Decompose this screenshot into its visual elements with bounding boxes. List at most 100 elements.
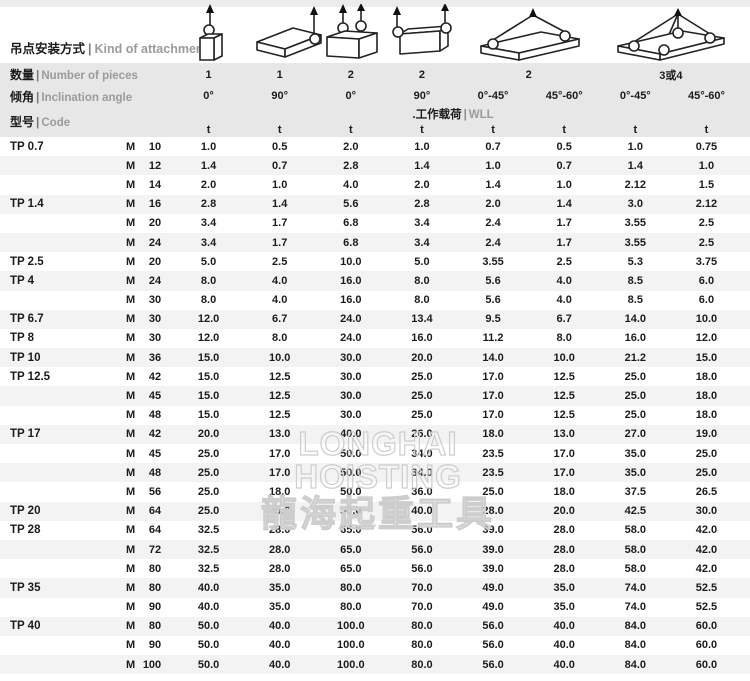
thread-letter: M [126,639,136,652]
wll-value: 2.8 [343,159,359,172]
row-code: TP 20 [10,505,41,518]
wll-value: 1.0 [698,159,715,172]
wll-value: 8.0 [556,332,572,345]
wll-value: 25.0 [695,466,718,479]
wll-value: 35.0 [624,447,647,460]
angle-label: 倾角 | Inclination angle [0,88,173,105]
angles-row: 倾角 | Inclination angle 0° 90° 0° 90° 0°-45° 45°… [0,86,750,106]
wll-value: 36.0 [411,485,433,498]
wll-value: 56.0 [411,562,433,575]
wll-value: 14.0 [482,351,504,364]
wll-value: 17.0 [268,447,291,460]
wll-value: 49.0 [482,601,504,614]
wll-value: 25.0 [197,447,220,460]
thread-letter: M [126,409,136,422]
wll-value: 35.0 [553,581,575,594]
row-thread: M 90 [112,639,173,651]
thread-letter: M [126,581,136,594]
wll-value: 3.4 [200,236,217,249]
table-row: TP 40 M 80 50.0 40.0 100.0 80.0 56.0 40.0 84.0 60.… [0,616,750,636]
wll-value: 100.0 [337,620,365,633]
wll-value: 4.0 [272,294,288,307]
thread-letter: M [126,255,136,268]
attachment-label-zh: 吊点安装方式 [10,42,86,56]
thread-letter: M [126,524,136,537]
thread-size: 80 [148,581,162,594]
wll-value: 14.0 [624,313,647,326]
wll-value: 56.0 [411,524,433,537]
thread-size: 64 [148,505,162,518]
wll-value: 4.0 [556,274,572,287]
two-leg-sling-icon [477,6,585,62]
wll-value: 12.0 [197,332,220,345]
thread-letter: M [126,332,136,345]
thread-size: 100 [142,658,162,671]
angle-label-zh: 倾角 [10,89,35,104]
table-row: M 45 15.0 12.5 30.0 25.0 17.0 12.5 25.0 18.0 [0,386,750,406]
wll-value: 3.55 [624,236,647,249]
thread-letter: M [126,236,136,249]
thread-letter: M [126,370,136,383]
wll-value: 16.0 [340,294,362,307]
row-code: TP 6.7 [10,313,44,326]
wll-value: 28.0 [482,505,504,518]
wll-value: 35.0 [624,466,647,479]
wll-value: 1.4 [414,159,430,172]
row-thread: M 45 [112,448,173,460]
wll-value: 8.0 [414,274,430,287]
thread-size: 80 [148,562,162,575]
wll-value: 50.0 [197,620,220,633]
wll-value: 34.0 [411,447,433,460]
wll-value: 1.4 [556,198,572,211]
wll-value: 1.4 [485,178,501,191]
row-thread: M 80 [112,620,173,632]
thread-letter: M [126,217,136,230]
wll-value: 42.0 [695,543,718,556]
row-thread: M 12 [112,160,173,172]
row-thread: M 64 [112,524,173,536]
two-points-axial-icon [321,4,383,62]
angle-value: 45°-60° [545,90,583,102]
wll-value: 39.0 [482,562,504,575]
wll-value: 1.0 [414,140,430,153]
wll-value: 40.0 [197,581,220,594]
wll-value: 58.0 [624,524,647,537]
unit-label: t [704,123,709,136]
wll-value: 19.0 [695,428,718,441]
thread-letter: M [126,294,136,307]
table-row: M 24 3.4 1.7 6.8 3.4 2.4 1.7 3.55 2.5 [0,232,750,253]
wll-value: 12.5 [553,409,575,422]
thread-letter: M [126,428,136,441]
wll-value: 2.12 [695,198,718,211]
spec-table-body: TP 0.7 M 10 1.0 0.5 2.0 1.0 0.7 0.5 1.0 0.75 M 12 1.4… [0,137,750,675]
thread-letter: M [126,447,136,460]
unit-label: t [633,123,638,136]
wll-label: .工作载荷 | WLL [386,106,599,122]
wll-value: 2.5 [272,255,288,268]
row-code: TP 4 [10,274,35,287]
wll-value: 56.0 [482,639,504,652]
wll-value: 30.0 [340,409,362,422]
wll-value: 18.0 [695,390,718,403]
wll-value: 1.4 [627,159,643,172]
wll-row: .工作载荷 | WLL [0,106,750,122]
wll-value: 12.5 [553,370,575,383]
thread-letter: M [126,658,136,671]
wll-value: 35.0 [268,581,291,594]
wll-value: 4.0 [556,294,572,307]
wll-value: 9.5 [485,313,501,326]
wll-value: 58.0 [624,562,647,575]
wll-value: 35.0 [268,601,291,614]
thread-size: 24 [148,236,162,249]
row-code: TP 17 [10,428,41,441]
row-thread: M 48 [112,467,173,479]
wll-value: 1.0 [627,140,643,153]
wll-value: 1.7 [556,236,572,249]
wll-value: 16.0 [340,274,362,287]
angle-value: 90° [271,90,288,102]
pieces-value: 1 [276,68,283,81]
table-row: M 14 2.0 1.0 4.0 2.0 1.4 1.0 2.12 1.5 [0,175,750,194]
wll-value: 2.8 [200,198,217,211]
wll-value: 3.0 [627,198,643,211]
